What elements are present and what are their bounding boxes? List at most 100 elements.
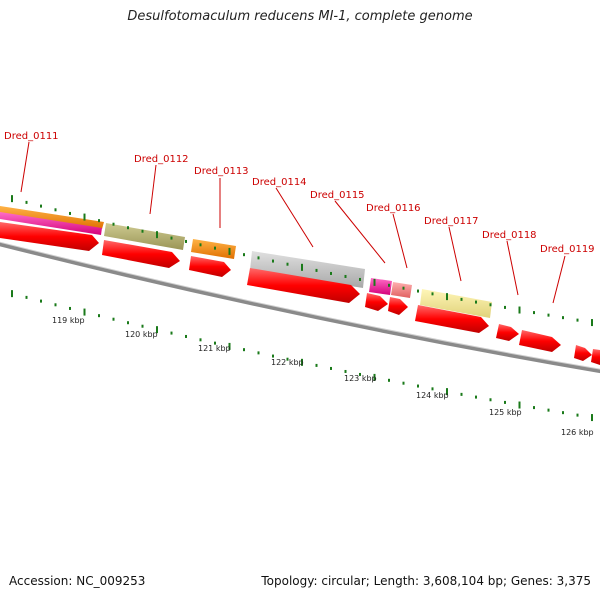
major-tick	[518, 401, 521, 409]
minor-tick	[25, 200, 28, 204]
minor-tick	[475, 300, 477, 304]
major-tick	[373, 278, 376, 286]
minor-tick	[315, 363, 318, 367]
minor-tick	[170, 331, 173, 335]
major-tick	[518, 306, 521, 314]
minor-tick	[330, 271, 332, 275]
major-tick	[373, 373, 376, 381]
minor-tick	[431, 387, 434, 391]
minor-tick	[576, 413, 579, 417]
minor-tick	[141, 324, 144, 328]
minor-tick	[69, 306, 71, 310]
minor-tick	[214, 246, 216, 250]
kbp-label: 122 kbp	[271, 358, 304, 367]
gene-label-dred-0115: Dred_0115	[310, 190, 365, 201]
kbp-label: 124 kbp	[416, 391, 449, 400]
map-title: Desulfotomaculum reducens MI-1, complete…	[127, 9, 473, 24]
feature-khaki-0117	[420, 289, 492, 318]
minor-tick	[98, 314, 100, 318]
inner-tick-ring	[11, 290, 593, 422]
minor-tick	[199, 243, 202, 247]
gene-labels: Dred_0111 Dred_0112 Dred_0113 Dred_0114 …	[4, 131, 595, 255]
minor-tick	[315, 268, 318, 272]
kbp-label: 125 kbp	[489, 408, 522, 417]
gene-label-dred-0118: Dred_0118	[482, 230, 537, 241]
leader-line	[149, 164, 157, 215]
minor-tick	[504, 305, 506, 309]
minor-tick	[417, 289, 419, 293]
major-tick	[301, 358, 303, 366]
minor-tick	[489, 303, 492, 307]
minor-tick	[344, 274, 347, 278]
minor-tick	[344, 369, 347, 373]
minor-tick	[562, 411, 564, 415]
minor-tick	[112, 317, 115, 321]
minor-tick	[272, 259, 274, 263]
feature-track-colored	[0, 206, 492, 318]
major-tick	[156, 231, 158, 239]
gene-label-dred-0119: Dred_0119	[540, 244, 595, 255]
leader-line	[392, 213, 408, 269]
minor-tick	[243, 348, 245, 352]
outer-tick-ring	[11, 195, 593, 327]
minor-tick	[243, 253, 245, 257]
minor-tick	[533, 311, 535, 315]
minor-tick	[475, 395, 477, 399]
minor-tick	[54, 208, 57, 212]
major-tick	[11, 290, 13, 298]
feature-pink-0111	[0, 212, 102, 235]
minor-tick	[402, 286, 405, 290]
minor-tick	[141, 229, 144, 233]
minor-tick	[359, 372, 361, 376]
minor-tick	[257, 351, 260, 355]
major-tick	[83, 213, 86, 221]
minor-tick	[504, 400, 506, 404]
kbp-label: 119 kbp	[52, 316, 85, 325]
major-tick	[228, 342, 231, 350]
minor-tick	[40, 204, 42, 208]
leader-line	[448, 226, 462, 282]
minor-tick	[460, 392, 463, 396]
kbp-labels: 119 kbp 120 kbp 121 kbp 122 kbp 123 kbp …	[52, 316, 594, 437]
minor-tick	[25, 295, 28, 299]
cds-arrow	[519, 330, 561, 352]
minor-tick	[272, 354, 274, 358]
minor-tick	[460, 297, 463, 301]
kbp-label: 120 kbp	[125, 330, 158, 339]
minor-tick	[562, 316, 564, 320]
minor-tick	[257, 256, 260, 260]
minor-tick	[402, 381, 405, 385]
minor-tick	[214, 341, 216, 345]
major-tick	[11, 195, 13, 203]
feature-orange-0111	[0, 206, 104, 229]
major-tick	[591, 319, 593, 327]
leader-line	[20, 141, 30, 193]
feature-salmon-0116	[391, 282, 412, 298]
gene-label-dred-0117: Dred_0117	[424, 216, 479, 227]
cds-arrow	[496, 324, 519, 341]
cds-arrow	[574, 345, 592, 361]
feature-track-cds	[0, 222, 600, 365]
accession-label: Accession: NC_009253	[9, 574, 146, 588]
cds-arrow	[0, 222, 99, 251]
cds-arrow	[591, 349, 600, 365]
cds-arrow	[415, 305, 489, 333]
minor-tick	[185, 334, 187, 338]
minor-tick	[170, 236, 173, 240]
minor-tick	[388, 378, 390, 382]
gene-label-dred-0116: Dred_0116	[366, 203, 421, 214]
gene-label-dred-0112: Dred_0112	[134, 154, 189, 165]
cds-arrow	[365, 293, 388, 311]
kbp-label: 123 kbp	[344, 374, 377, 383]
feature-olive-0112	[104, 223, 185, 250]
leader-line	[506, 240, 519, 296]
minor-tick	[40, 299, 42, 303]
leader-line	[334, 200, 386, 264]
minor-tick	[286, 357, 289, 361]
minor-tick	[547, 408, 550, 412]
gene-label-dred-0113: Dred_0113	[194, 166, 249, 177]
minor-tick	[547, 313, 550, 317]
kbp-label: 121 kbp	[198, 344, 231, 353]
gene-leader-lines	[20, 141, 566, 304]
